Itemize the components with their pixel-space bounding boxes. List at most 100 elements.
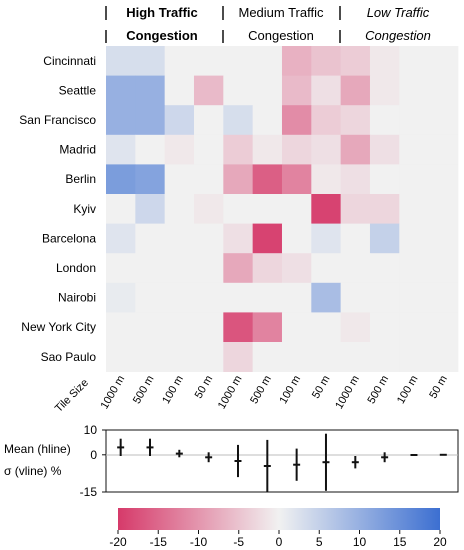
heatmap-cell — [193, 164, 224, 195]
heatmap-cell — [106, 282, 136, 313]
heatmap-cell — [193, 46, 224, 76]
heatmap-cell — [340, 253, 371, 284]
column-label: 500 m — [248, 374, 274, 406]
heatmap-cell — [399, 46, 430, 76]
group-header-low-line1: Low Traffic — [367, 5, 430, 20]
column-label: 50 m — [427, 374, 450, 401]
row-axis-label: Tile Size — [53, 377, 91, 415]
heatmap-cell — [106, 75, 136, 106]
heatmap-cell — [135, 312, 166, 343]
heatmap-cell — [252, 253, 283, 284]
heatmap-cell — [281, 253, 312, 284]
heatmap-cell — [164, 312, 195, 343]
heatmap-cell — [135, 75, 166, 106]
heatmap-cell — [193, 75, 224, 106]
heatmap-cell — [135, 194, 166, 224]
summary-ytick-label: -15 — [80, 485, 98, 499]
heatmap-cell — [428, 134, 459, 165]
heatmap-cell — [281, 282, 312, 313]
heatmap-cell — [164, 75, 195, 106]
column-label: 100 m — [395, 374, 421, 406]
column-labels: 1000 m 500 m 100 m 50 m 1000 m 500 m 100 m 50 m… — [99, 374, 450, 412]
heatmap-cell — [428, 164, 459, 195]
heatmap-cell — [311, 223, 342, 254]
heatmap-cell — [164, 164, 195, 195]
heatmap-cell — [135, 46, 166, 76]
group-header-medium-line2: Congestion — [248, 28, 314, 43]
heatmap-cell — [223, 46, 254, 76]
heatmap-cell — [428, 253, 459, 284]
row-label: Sao Paulo — [41, 350, 97, 364]
heatmap-cell — [193, 194, 224, 224]
heatmap-cell — [223, 282, 254, 313]
heatmap-cell — [340, 134, 371, 165]
heatmap-cell — [399, 75, 430, 106]
heatmap-cell — [106, 342, 136, 372]
heatmap-cell — [106, 46, 136, 76]
heatmap-cell — [164, 253, 195, 284]
colorbar-tick-label: -20 — [109, 535, 127, 549]
heatmap-cell — [428, 194, 459, 224]
colorbar-tick-label: 20 — [433, 535, 447, 549]
heatmap-cell — [369, 46, 400, 76]
group-header-low-line2: Congestion — [365, 28, 431, 43]
heatmap-cell — [252, 134, 283, 165]
heatmap-cell — [281, 46, 312, 76]
colorbar-ticks: -20 -15 -10 -5 0 5 10 15 20 — [109, 530, 447, 549]
heatmap-cell — [311, 134, 342, 165]
heatmap-cell — [164, 282, 195, 313]
row-label: Barcelona — [42, 231, 96, 245]
heatmap-cell — [193, 312, 224, 343]
heatmap-cell — [193, 134, 224, 165]
heatmap-cells — [106, 46, 459, 372]
heatmap-cell — [164, 134, 195, 165]
heatmap-cell — [340, 223, 371, 254]
heatmap-cell — [340, 105, 371, 136]
heatmap-cell — [135, 253, 166, 284]
colorbar-tick-label: 5 — [316, 535, 323, 549]
heatmap-cell — [164, 105, 195, 136]
group-headers: High Traffic Congestion Medium Traffic C… — [105, 5, 431, 43]
heatmap-cell — [106, 194, 136, 224]
heatmap-cell — [428, 46, 459, 76]
heatmap-cell — [252, 282, 283, 313]
heatmap-cell — [281, 164, 312, 195]
heatmap-cell — [311, 75, 342, 106]
heatmap-cell — [281, 194, 312, 224]
heatmap-cell — [252, 75, 283, 106]
column-label: 50 m — [310, 374, 333, 401]
column-label: 500 m — [366, 374, 392, 406]
heatmap-cell — [340, 46, 371, 76]
heatmap-cell — [135, 134, 166, 165]
heatmap-cell — [281, 105, 312, 136]
heatmap-cell — [135, 282, 166, 313]
colorbar-tick-label: -5 — [233, 535, 244, 549]
row-label: Nairobi — [58, 291, 96, 305]
row-label: New York City — [21, 320, 96, 334]
heatmap-cell — [193, 253, 224, 284]
row-label: Kyiv — [73, 202, 96, 216]
heatmap-cell — [369, 75, 400, 106]
summary-marks — [117, 433, 447, 492]
column-label: 100 m — [160, 374, 186, 406]
heatmap-cell — [164, 46, 195, 76]
heatmap-cell — [311, 164, 342, 195]
heatmap-cell — [281, 342, 312, 372]
heatmap-cell — [252, 342, 283, 372]
heatmap-cell — [252, 312, 283, 343]
heatmap-cell — [135, 223, 166, 254]
heatmap-cell — [311, 282, 342, 313]
heatmap-cell — [399, 164, 430, 195]
heatmap-cell — [369, 105, 400, 136]
heatmap-cell — [428, 312, 459, 343]
heatmap-cell — [399, 342, 430, 372]
row-label: Seattle — [59, 83, 97, 97]
colorbar-tick-label: -15 — [150, 535, 168, 549]
heatmap-cell — [340, 194, 371, 224]
group-header-high-line1: High Traffic — [126, 5, 198, 20]
heatmap-cell — [135, 105, 166, 136]
colorbar — [118, 508, 440, 530]
row-label: Madrid — [59, 143, 96, 157]
heatmap-cell — [369, 223, 400, 254]
summary-ytick-label: 0 — [90, 448, 97, 462]
